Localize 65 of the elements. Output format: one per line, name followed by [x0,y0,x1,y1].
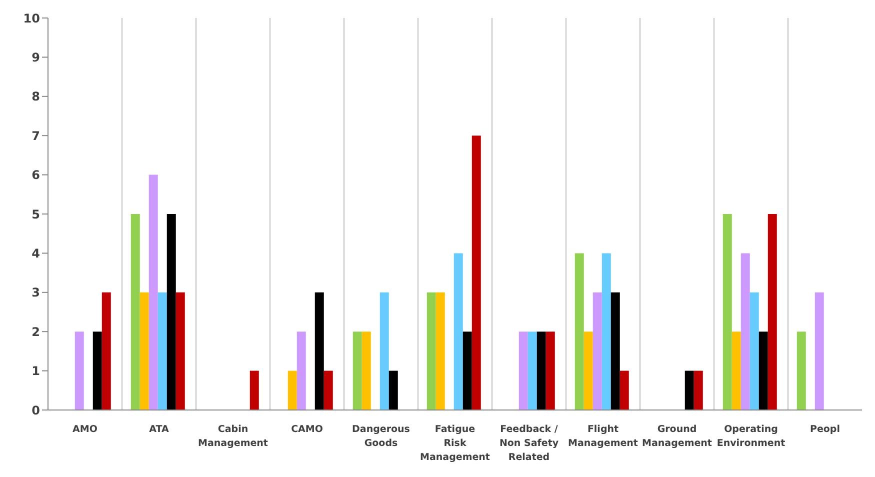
bar [362,332,371,410]
bar [426,292,436,410]
bar [176,292,185,410]
bar [148,174,158,410]
bar [74,332,84,410]
bar [602,253,611,410]
y-tick-label: 4 [32,246,40,260]
bar [528,332,537,410]
bar [102,292,111,410]
x-tick-label: Feedback / Non Safety Related [499,424,560,463]
bar [740,253,750,410]
y-tick-label: 7 [32,128,40,143]
bar [462,332,472,410]
bar [314,292,324,410]
bar [158,292,167,410]
bar [768,214,777,410]
bar [732,332,741,410]
x-tick-label: Peopl [810,424,840,435]
bar [454,253,463,410]
x-tick-label: Fatigue Risk Management [420,424,490,463]
x-tick-label: Operating Environment [716,424,786,449]
bar [684,370,694,410]
x-tick-label: CAMO [291,424,323,435]
bar [536,332,546,410]
bar [574,253,584,410]
bar [620,370,629,410]
y-tick-label: 3 [32,286,40,300]
x-tick-label: Cabin Management [198,424,268,449]
y-tick-label: 2 [32,324,40,339]
bar [436,292,445,410]
bar [250,370,259,410]
bar [796,332,806,410]
x-tick-label: Ground Management [642,424,712,449]
bar [518,332,528,410]
bar [288,370,297,410]
y-tick-label: 1 [32,364,40,378]
bar [814,292,824,410]
bar [380,292,389,410]
bar [352,332,362,410]
bar [324,370,333,410]
x-tick-label: AMO [72,424,98,435]
bar [758,332,768,410]
y-tick-label: 10 [23,11,40,26]
y-tick-label: 5 [32,207,40,222]
bar [166,214,176,410]
bar [546,332,555,410]
y-tick-label: 0 [32,403,40,418]
x-tick-label: Dangerous Goods [352,424,410,449]
bar [472,136,481,410]
bar [750,292,759,410]
bar [694,370,703,410]
x-tick-label: ATA [149,424,170,435]
bar [388,370,398,410]
bar [722,214,732,410]
x-tick-label: Flight Management [568,424,638,449]
bar [92,332,102,410]
bar [130,214,140,410]
y-tick-label: 9 [32,50,40,64]
bar [584,332,593,410]
bar [296,332,306,410]
bar [610,292,620,410]
bar [140,292,149,410]
y-tick-label: 8 [32,90,40,104]
y-tick-label: 6 [32,168,40,182]
bar [592,292,602,410]
